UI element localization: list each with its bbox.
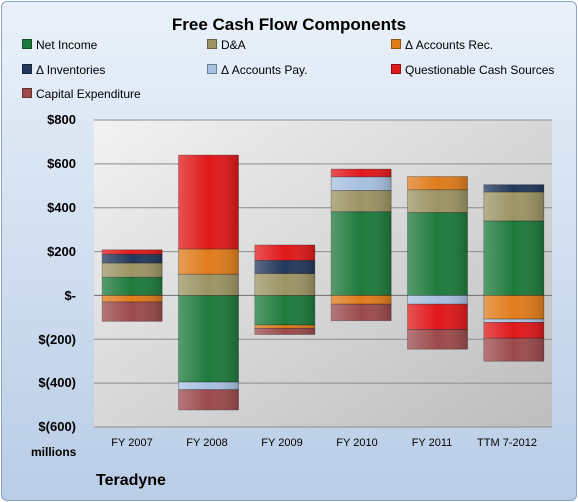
legend-label: D&A [221,38,246,52]
bar-segment-shading [254,328,315,335]
bar-segment-shading [102,254,163,263]
bar-segment-shading [331,211,392,296]
bar-segment-shading [178,248,239,275]
legend-label: Δ Accounts Rec. [405,38,494,52]
legend-swatch [207,39,217,49]
plot-background [94,120,552,427]
units-label: millions [31,445,77,459]
y-tick-label: $200 [47,244,76,259]
bar-segment-shading [331,190,392,212]
bar-segment-shading [102,302,163,322]
legend-item: Questionable Cash Sources [391,63,554,77]
x-tick-label: FY 2010 [336,437,378,449]
bar-segment-shading [178,274,239,296]
x-tick-label: FY 2007 [111,437,153,449]
bar-segment-shading [483,322,544,339]
bar-segment-shading [178,382,239,390]
x-tick-label: FY 2009 [261,437,303,449]
legend-swatch [207,64,217,74]
y-tick-label: $800 [47,112,76,127]
bar-segment-shading [254,295,315,326]
legend-item: Δ Accounts Rec. [391,38,493,52]
bar-segment-shading [254,273,315,296]
bar-segment-shading [178,389,239,410]
x-tick-label: FY 2011 [411,437,453,449]
chart-title: Free Cash Flow Components [171,15,407,34]
bar-segment-shading [483,295,544,320]
legend-swatch [22,64,32,74]
bar-segment-shading [254,244,315,261]
y-tick-label: $(600) [38,419,76,434]
bar-segment-shading [102,277,163,296]
y-tick-label: $400 [47,200,76,215]
legend-item: Δ Inventories [22,63,105,77]
legend-label: Capital Expenditure [36,87,141,101]
y-tick-label: $(400) [38,375,76,390]
bar-segment-shading [178,155,239,249]
bar-segment-shading [331,295,392,305]
legend-label: Net Income [36,38,98,52]
bar-segment-shading [483,220,544,296]
bar-segment-shading [483,338,544,362]
x-tick-label: TTM 7-2012 [477,437,537,449]
bar-segment-shading [483,191,544,221]
bar-segment-shading [407,304,468,330]
bar-segment-shading [407,212,468,296]
y-tick-label: $- [64,288,76,303]
bar-segment-shading [102,249,163,255]
bar-segment-shading [407,189,468,213]
bar-segment-shading [254,325,315,329]
bar-segment-shading [331,176,392,191]
bar-segment-shading [407,295,468,305]
bar-segment-shading [407,329,468,350]
x-tick-label: FY 2008 [186,437,228,449]
bar-segment-shading [102,295,163,303]
legend-item: Net Income [22,38,97,52]
legend-label: Questionable Cash Sources [405,63,555,77]
bar-segment-shading [331,169,392,177]
bar-segment-shading [102,262,163,278]
y-tick-label: $600 [47,156,76,171]
legend-label: Δ Accounts Pay. [221,63,308,77]
legend-swatch [391,39,401,49]
legend-item: D&A [207,38,246,52]
legend-item: Δ Accounts Pay. [207,63,308,77]
bar-segment-shading [483,319,544,323]
bar-segment-shading [178,295,239,383]
legend-item: Capital Expenditure [22,87,141,101]
legend-swatch [22,39,32,49]
bar-segment-shading [254,260,315,274]
bar-segment-shading [483,184,544,192]
company-name: Teradyne [96,472,166,489]
bar-segment-shading [331,304,392,321]
legend-swatch [391,64,401,74]
legend-label: Δ Inventories [36,63,106,77]
legend-swatch [22,88,32,98]
y-tick-label: $(200) [38,332,76,347]
bar-segment-shading [407,176,468,190]
